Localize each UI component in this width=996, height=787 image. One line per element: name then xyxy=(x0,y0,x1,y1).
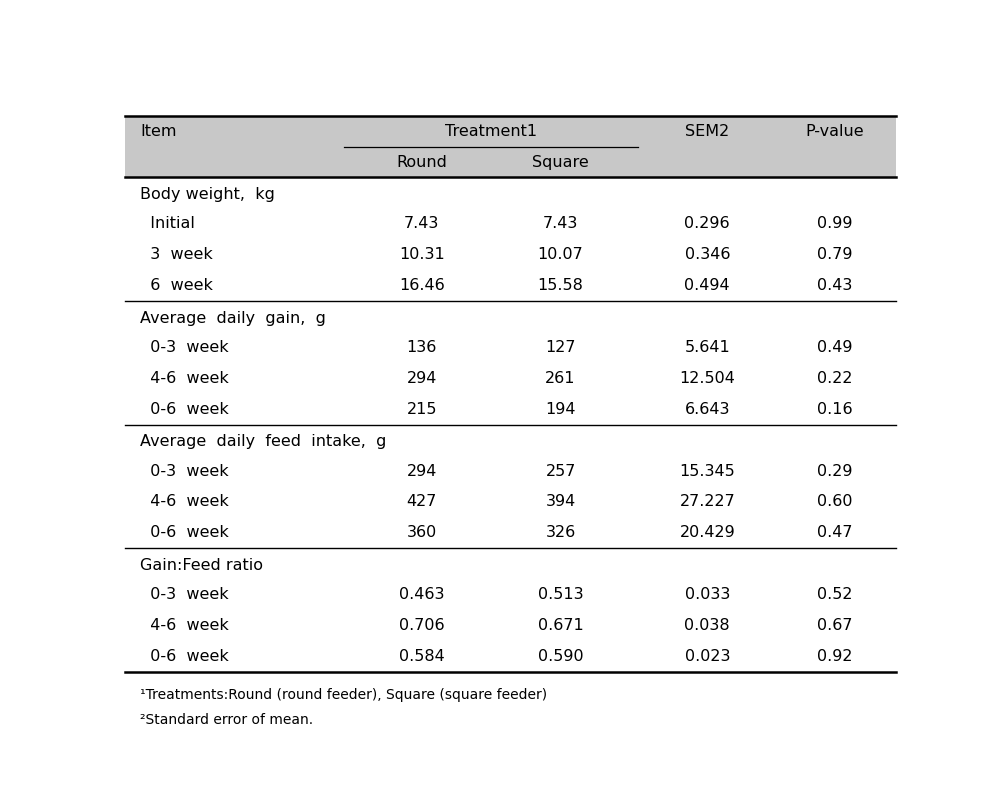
Text: 10.31: 10.31 xyxy=(398,247,444,262)
Text: 0.346: 0.346 xyxy=(684,247,730,262)
Text: 27.227: 27.227 xyxy=(679,494,735,509)
Text: 360: 360 xyxy=(406,526,437,541)
Text: 0.584: 0.584 xyxy=(398,649,444,664)
Text: 0.513: 0.513 xyxy=(538,587,584,602)
Text: 0.671: 0.671 xyxy=(538,618,584,633)
Text: 394: 394 xyxy=(546,494,576,509)
Text: 0.16: 0.16 xyxy=(817,401,853,417)
Text: 4-6  week: 4-6 week xyxy=(139,494,229,509)
Text: 5.641: 5.641 xyxy=(684,340,730,355)
Text: 294: 294 xyxy=(406,371,437,386)
Text: 0.52: 0.52 xyxy=(817,587,853,602)
Text: 194: 194 xyxy=(546,401,576,417)
Text: 0-6  week: 0-6 week xyxy=(139,649,229,664)
Text: SEM2: SEM2 xyxy=(685,124,729,139)
Text: 0-3  week: 0-3 week xyxy=(139,587,228,602)
Text: 0.494: 0.494 xyxy=(684,278,730,293)
Text: 0.296: 0.296 xyxy=(684,216,730,231)
Text: 0.038: 0.038 xyxy=(684,618,730,633)
Text: 215: 215 xyxy=(406,401,437,417)
Text: 0.99: 0.99 xyxy=(817,216,853,231)
Text: 0.29: 0.29 xyxy=(817,464,853,478)
Text: 427: 427 xyxy=(406,494,437,509)
Text: Square: Square xyxy=(532,154,589,169)
Text: 0.023: 0.023 xyxy=(684,649,730,664)
Text: 0.67: 0.67 xyxy=(817,618,853,633)
Text: 0.60: 0.60 xyxy=(817,494,853,509)
Text: Item: Item xyxy=(139,124,176,139)
Text: 257: 257 xyxy=(546,464,576,478)
Text: 261: 261 xyxy=(546,371,576,386)
Text: 7.43: 7.43 xyxy=(543,216,579,231)
Text: ²Standard error of mean.: ²Standard error of mean. xyxy=(139,714,313,727)
Text: 7.43: 7.43 xyxy=(404,216,439,231)
Text: 20.429: 20.429 xyxy=(679,526,735,541)
Text: 0.463: 0.463 xyxy=(399,587,444,602)
Text: Gain:Feed ratio: Gain:Feed ratio xyxy=(139,558,263,573)
Text: 15.345: 15.345 xyxy=(679,464,735,478)
Text: Initial: Initial xyxy=(139,216,195,231)
Text: 15.58: 15.58 xyxy=(538,278,584,293)
Text: ¹Treatments:Round (round feeder), Square (square feeder): ¹Treatments:Round (round feeder), Square… xyxy=(139,688,547,702)
Text: Average  daily  gain,  g: Average daily gain, g xyxy=(139,311,326,326)
Text: 294: 294 xyxy=(406,464,437,478)
Text: 127: 127 xyxy=(546,340,576,355)
Text: 0.43: 0.43 xyxy=(817,278,853,293)
Text: 16.46: 16.46 xyxy=(398,278,444,293)
Text: P-value: P-value xyxy=(806,124,864,139)
Text: 0.47: 0.47 xyxy=(817,526,853,541)
Text: Round: Round xyxy=(396,154,447,169)
Text: 0.79: 0.79 xyxy=(817,247,853,262)
Text: 0-3  week: 0-3 week xyxy=(139,464,228,478)
Text: 0-6  week: 0-6 week xyxy=(139,526,229,541)
Text: 12.504: 12.504 xyxy=(679,371,735,386)
Text: 136: 136 xyxy=(406,340,437,355)
Text: 0-6  week: 0-6 week xyxy=(139,401,229,417)
Text: 3  week: 3 week xyxy=(139,247,213,262)
Text: 0.49: 0.49 xyxy=(817,340,853,355)
Text: 0.92: 0.92 xyxy=(817,649,853,664)
Text: 4-6  week: 4-6 week xyxy=(139,618,229,633)
Text: 0.590: 0.590 xyxy=(538,649,584,664)
Text: 6.643: 6.643 xyxy=(684,401,730,417)
Text: 10.07: 10.07 xyxy=(538,247,584,262)
Text: 326: 326 xyxy=(546,526,576,541)
Text: 0.22: 0.22 xyxy=(817,371,853,386)
FancyBboxPatch shape xyxy=(124,116,896,177)
Text: 6  week: 6 week xyxy=(139,278,213,293)
Text: Body weight,  kg: Body weight, kg xyxy=(139,187,275,202)
Text: 0.033: 0.033 xyxy=(684,587,730,602)
Text: Treatment1: Treatment1 xyxy=(445,124,537,139)
Text: 0.706: 0.706 xyxy=(398,618,444,633)
Text: 4-6  week: 4-6 week xyxy=(139,371,229,386)
Text: Average  daily  feed  intake,  g: Average daily feed intake, g xyxy=(139,434,386,449)
Text: 0-3  week: 0-3 week xyxy=(139,340,228,355)
